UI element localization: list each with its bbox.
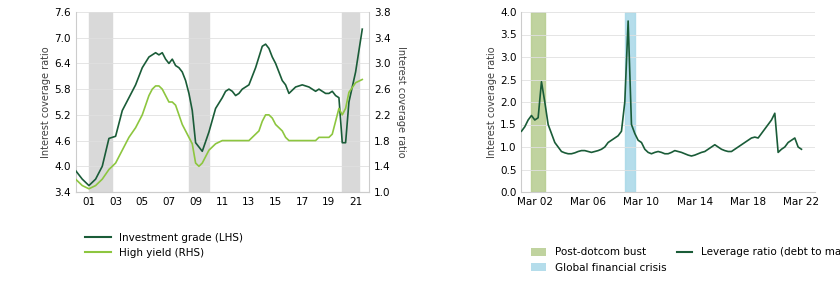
Y-axis label: Interest coverage ratio: Interest coverage ratio: [41, 46, 51, 158]
Y-axis label: Interest coverage ratio: Interest coverage ratio: [487, 46, 497, 158]
Bar: [625, 12, 635, 192]
Legend: Post-dotcom bust, Global financial crisis, Leverage ratio (debt to market cap): Post-dotcom bust, Global financial crisi…: [527, 243, 840, 277]
Legend: Investment grade (LHS), High yield (RHS): Investment grade (LHS), High yield (RHS): [81, 229, 248, 262]
Bar: [532, 12, 545, 192]
Bar: [89, 12, 113, 192]
Bar: [342, 12, 359, 192]
Y-axis label: Interest coverage ratio: Interest coverage ratio: [396, 46, 406, 158]
Bar: [189, 12, 209, 192]
